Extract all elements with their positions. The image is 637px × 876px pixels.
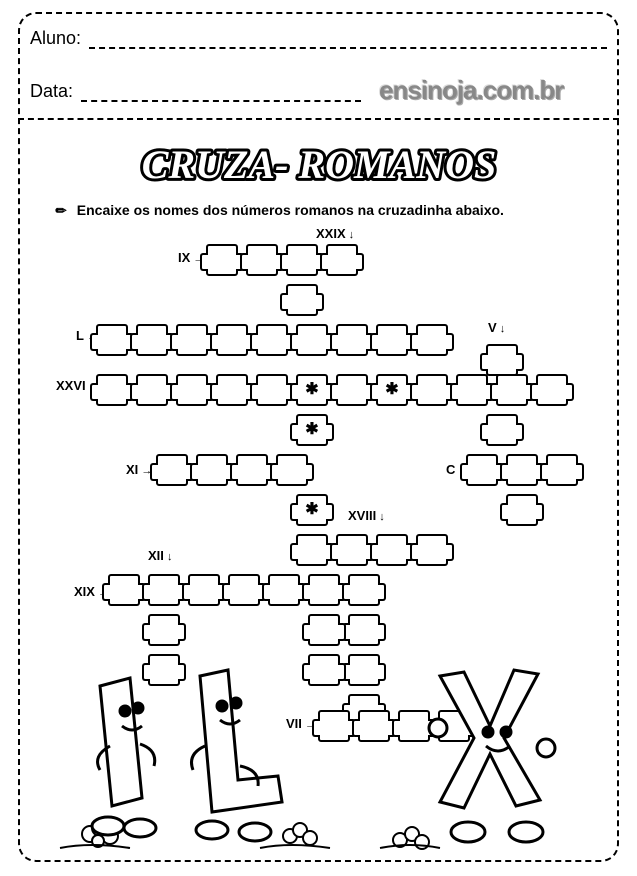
- cell[interactable]: [456, 374, 488, 406]
- date-line[interactable]: [81, 88, 361, 102]
- cell[interactable]: [326, 244, 358, 276]
- cell-star[interactable]: ✱: [376, 374, 408, 406]
- cell[interactable]: [358, 710, 390, 742]
- cell[interactable]: [506, 494, 538, 526]
- site-url: ensinoja.com.br: [379, 75, 563, 106]
- cell[interactable]: [216, 374, 248, 406]
- cell[interactable]: [136, 324, 168, 356]
- cell[interactable]: [496, 374, 528, 406]
- cell[interactable]: [438, 710, 470, 742]
- cell[interactable]: [506, 454, 538, 486]
- cell[interactable]: [176, 374, 208, 406]
- clue-xii: XII: [148, 548, 172, 563]
- cell[interactable]: [148, 574, 180, 606]
- cell[interactable]: [466, 454, 498, 486]
- header: Aluno: Data: ensinoja.com.br: [30, 28, 607, 124]
- cell[interactable]: [336, 324, 368, 356]
- cell[interactable]: [236, 454, 268, 486]
- student-row: Aluno:: [30, 28, 607, 49]
- cell[interactable]: [416, 534, 448, 566]
- title: CRUZA- ROMANOS CRUZA- ROMANOS: [0, 136, 637, 201]
- cell[interactable]: [486, 344, 518, 376]
- cell[interactable]: [286, 244, 318, 276]
- cell[interactable]: [228, 574, 260, 606]
- cell[interactable]: [308, 574, 340, 606]
- student-line[interactable]: [89, 35, 607, 49]
- cell[interactable]: [216, 324, 248, 356]
- cell[interactable]: [398, 710, 430, 742]
- cell-star[interactable]: ✱: [296, 374, 328, 406]
- cell[interactable]: [336, 374, 368, 406]
- instruction: ✎ Encaixe os nomes dos números romanos n…: [56, 202, 504, 219]
- cell[interactable]: [136, 374, 168, 406]
- clue-v: V: [488, 320, 505, 335]
- clue-xviii: XVIII: [348, 508, 385, 523]
- cell[interactable]: [286, 284, 318, 316]
- student-label: Aluno:: [30, 28, 81, 49]
- cell[interactable]: [156, 454, 188, 486]
- cell[interactable]: [546, 454, 578, 486]
- cell[interactable]: [416, 374, 448, 406]
- cell[interactable]: [486, 414, 518, 446]
- cell[interactable]: [196, 454, 228, 486]
- cell[interactable]: [268, 574, 300, 606]
- cell[interactable]: [246, 244, 278, 276]
- cell[interactable]: [296, 534, 328, 566]
- cell[interactable]: [108, 574, 140, 606]
- clue-xi: XI: [126, 462, 152, 477]
- cell[interactable]: [256, 374, 288, 406]
- clue-xxix: XXIX: [316, 226, 354, 241]
- cell[interactable]: [96, 374, 128, 406]
- svg-text:CRUZA- ROMANOS: CRUZA- ROMANOS: [141, 142, 496, 187]
- instruction-text: Encaixe os nomes dos números romanos na …: [77, 202, 504, 218]
- cell[interactable]: [176, 324, 208, 356]
- cell[interactable]: [148, 654, 180, 686]
- cell[interactable]: [296, 324, 328, 356]
- cell[interactable]: [96, 324, 128, 356]
- cell[interactable]: [318, 710, 350, 742]
- date-row: Data: ensinoja.com.br: [30, 71, 607, 102]
- cell[interactable]: [276, 454, 308, 486]
- cell[interactable]: [376, 324, 408, 356]
- cell[interactable]: [206, 244, 238, 276]
- cell[interactable]: [308, 614, 340, 646]
- cell[interactable]: [336, 534, 368, 566]
- cell[interactable]: [348, 574, 380, 606]
- cell[interactable]: [416, 324, 448, 356]
- cell[interactable]: [536, 374, 568, 406]
- date-label: Data:: [30, 81, 73, 102]
- cell[interactable]: [256, 324, 288, 356]
- cell[interactable]: [348, 614, 380, 646]
- cell[interactable]: [348, 654, 380, 686]
- cell-star[interactable]: ✱: [296, 494, 328, 526]
- cell[interactable]: [308, 654, 340, 686]
- crossword: XXIX IX L V XXVI XI C XVIII XII XIX VII …: [38, 220, 598, 810]
- cell[interactable]: [376, 534, 408, 566]
- cell-star[interactable]: ✱: [296, 414, 328, 446]
- cell[interactable]: [188, 574, 220, 606]
- cell[interactable]: [148, 614, 180, 646]
